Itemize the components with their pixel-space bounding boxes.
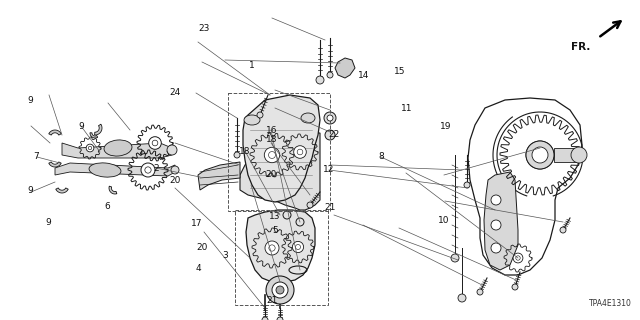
Circle shape: [277, 317, 283, 320]
Ellipse shape: [104, 140, 132, 156]
Polygon shape: [90, 133, 98, 138]
Circle shape: [324, 112, 336, 124]
Text: 18: 18: [239, 147, 251, 156]
Text: 10: 10: [438, 216, 450, 225]
Circle shape: [477, 289, 483, 295]
Circle shape: [516, 256, 520, 260]
Circle shape: [458, 294, 466, 302]
FancyBboxPatch shape: [554, 148, 579, 162]
Circle shape: [272, 282, 288, 298]
Circle shape: [264, 147, 280, 163]
Text: 22: 22: [328, 130, 340, 139]
Circle shape: [491, 220, 501, 230]
Circle shape: [141, 163, 155, 177]
Circle shape: [327, 115, 333, 121]
Circle shape: [526, 141, 554, 169]
Text: TPA4E1310: TPA4E1310: [589, 299, 632, 308]
Text: 21: 21: [324, 204, 336, 212]
Circle shape: [171, 166, 179, 174]
Polygon shape: [55, 163, 175, 176]
Ellipse shape: [301, 113, 315, 123]
Polygon shape: [49, 130, 61, 135]
Circle shape: [325, 130, 335, 140]
Text: 8: 8: [379, 152, 384, 161]
Text: 23: 23: [198, 24, 210, 33]
Circle shape: [148, 137, 161, 149]
Polygon shape: [246, 210, 315, 282]
Text: 13: 13: [269, 212, 281, 221]
Text: 6: 6: [105, 202, 110, 211]
Text: 12: 12: [323, 165, 335, 174]
Circle shape: [88, 146, 92, 150]
Polygon shape: [240, 133, 320, 210]
Text: 14: 14: [358, 71, 369, 80]
Circle shape: [257, 112, 263, 118]
Circle shape: [560, 227, 566, 233]
Circle shape: [269, 245, 275, 251]
Circle shape: [297, 149, 303, 155]
Circle shape: [532, 147, 548, 163]
Circle shape: [526, 141, 554, 169]
Polygon shape: [95, 124, 102, 135]
Text: 20: 20: [170, 176, 181, 185]
Circle shape: [512, 284, 518, 290]
Circle shape: [307, 202, 313, 208]
Text: 9: 9: [28, 186, 33, 195]
Text: 21: 21: [266, 296, 278, 305]
Text: 11: 11: [401, 104, 412, 113]
Polygon shape: [484, 172, 518, 270]
Text: 24: 24: [170, 88, 181, 97]
Text: 2: 2: [154, 164, 159, 173]
Text: 15: 15: [394, 68, 406, 76]
Text: 9: 9: [46, 218, 51, 227]
Text: 3: 3: [223, 252, 228, 260]
Polygon shape: [62, 143, 172, 158]
Polygon shape: [56, 188, 68, 193]
Circle shape: [316, 76, 324, 84]
Text: 9: 9: [79, 122, 84, 131]
Text: 20: 20: [266, 170, 277, 179]
Circle shape: [534, 149, 547, 161]
Circle shape: [292, 241, 303, 252]
Polygon shape: [335, 58, 355, 78]
Circle shape: [491, 243, 501, 253]
Text: 19: 19: [440, 122, 452, 131]
Ellipse shape: [89, 163, 121, 177]
Text: 20: 20: [196, 244, 208, 252]
Circle shape: [265, 241, 279, 255]
Polygon shape: [109, 186, 117, 194]
Circle shape: [464, 182, 470, 188]
Polygon shape: [198, 162, 240, 190]
Text: 1: 1: [249, 61, 254, 70]
Circle shape: [152, 140, 158, 146]
Text: 9: 9: [28, 96, 33, 105]
Bar: [228, 93, 330, 211]
Circle shape: [266, 276, 294, 304]
Circle shape: [491, 195, 501, 205]
Circle shape: [571, 147, 587, 163]
Circle shape: [234, 152, 240, 158]
Text: 16: 16: [266, 126, 277, 135]
Text: 4: 4: [196, 264, 201, 273]
Text: 17: 17: [191, 220, 202, 228]
Circle shape: [269, 152, 275, 158]
Ellipse shape: [244, 115, 260, 125]
Polygon shape: [243, 95, 320, 202]
Circle shape: [167, 145, 177, 155]
Circle shape: [296, 244, 301, 250]
Circle shape: [262, 317, 268, 320]
Text: 7: 7: [34, 152, 39, 161]
Bar: [235, 210, 328, 305]
Circle shape: [327, 72, 333, 78]
Circle shape: [145, 167, 151, 173]
Text: 18: 18: [266, 135, 277, 144]
Text: 5: 5: [273, 226, 278, 235]
Circle shape: [276, 286, 284, 294]
Circle shape: [86, 144, 94, 152]
Text: FR.: FR.: [571, 42, 590, 52]
Circle shape: [513, 253, 523, 263]
Circle shape: [294, 146, 307, 158]
Polygon shape: [49, 162, 61, 167]
Circle shape: [451, 254, 459, 262]
